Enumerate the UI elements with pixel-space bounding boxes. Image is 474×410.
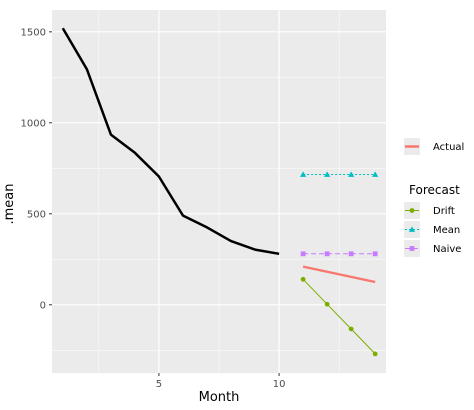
naive-point-2: [348, 251, 354, 257]
x-tick-label-5: 5: [156, 379, 162, 390]
mean-point-1: [324, 171, 331, 177]
drift-point-3: [372, 351, 378, 357]
legend-naive-marker: [409, 246, 415, 251]
actual-line: [302, 265, 376, 284]
drift-point-0: [300, 276, 306, 282]
legend-key-mean: [405, 226, 419, 232]
major-gridlines: [52, 10, 386, 373]
legend-label-actual: Actual: [433, 142, 464, 153]
legend-key-drift: [405, 208, 419, 213]
drift-point-1: [324, 301, 330, 307]
legend-drift-marker: [409, 208, 415, 213]
y-axis-title: .mean: [2, 184, 17, 225]
axes-layer: 0 500 1000 1500 5 10: [21, 27, 286, 390]
legend-key-naive: [405, 246, 419, 251]
y-tick-label-1000: 1000: [21, 118, 46, 129]
mean-point-2: [348, 171, 355, 177]
naive-point-0: [300, 251, 306, 257]
series-layer: [61, 27, 379, 357]
drift-forecast-line: [302, 278, 376, 355]
mean-point-0: [299, 171, 307, 177]
naive-point-1: [324, 251, 330, 257]
legend-title-forecast: Forecast: [409, 183, 460, 197]
legend: Actual Forecast Drift Mean Naive: [404, 138, 464, 257]
drift-point-2: [348, 326, 354, 332]
minor-gridlines: [52, 10, 386, 373]
y-tick-label-1500: 1500: [21, 27, 46, 38]
legend-label-mean: Mean: [433, 225, 460, 236]
legend-mean-marker: [408, 226, 416, 232]
x-axis-title: Month: [199, 390, 240, 405]
mean-point-3: [372, 171, 379, 177]
y-tick-label-0: 0: [40, 300, 46, 311]
legend-label-naive: Naive: [433, 244, 461, 255]
legend-label-drift: Drift: [433, 206, 455, 217]
y-tick-label-500: 500: [27, 209, 46, 220]
naive-point-3: [372, 251, 378, 257]
history-line: [61, 27, 280, 256]
x-tick-label-10: 10: [273, 379, 286, 390]
